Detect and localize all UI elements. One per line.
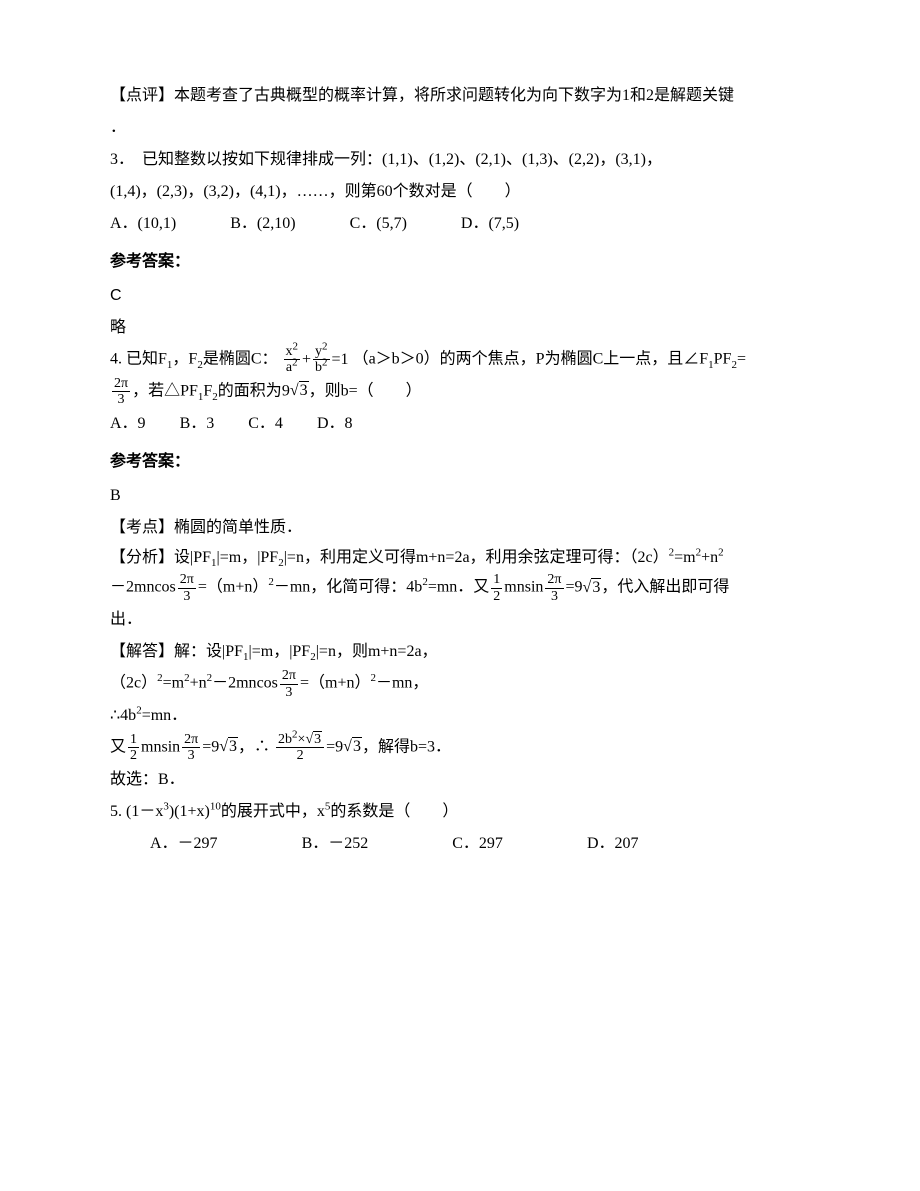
q3-optD: D．(7,5) (461, 208, 519, 240)
q4-optA: A．9 (110, 408, 146, 440)
ellipse-eq: x2a2+y2b2=1 (282, 351, 353, 368)
q4-jieda-4: 又12mnsin2π3=93，∴ 2b2×3 2 =93，解得b=3． (110, 732, 820, 764)
q3-intro: 已知整数以按如下规律排成一列： (142, 151, 382, 168)
final-frac: 2b2×3 2 (276, 732, 324, 764)
q4-jieda-3: ∴4b2=mn． (110, 700, 820, 732)
q5-optC: C．297 (452, 835, 503, 852)
q5-optB: B．－252 (302, 835, 369, 852)
q4-kaodian: 【考点】椭圆的简单性质． (110, 512, 820, 544)
q4-final: 故选：B． (110, 764, 820, 796)
q3-seq1: (1,1)、(1,2)、(2,1)、(1,3)、(2,2)，(3,1)， (382, 151, 662, 168)
q3-optB: B．(2,10) (230, 208, 295, 240)
q3-seq2: (1,4)，(2,3)，(3,2)，(4,1)，……， (110, 183, 345, 200)
q4-optD: D．8 (317, 408, 353, 440)
comment-text: 本题考查了古典概型的概率计算，将所求问题转化为向下数字为1和2是解题关键 (174, 87, 734, 104)
q5-line: 5. (1－x3)(1+x)10的展开式中，x5的系数是（ ） (110, 796, 820, 828)
q3-optC: C．(5,7) (350, 208, 407, 240)
q4-fenxi-1: 【分析】设|PF1|=m，|PF2|=n，利用定义可得m+n=2a，利用余弦定理… (110, 544, 820, 573)
q3-answer: C (110, 280, 820, 312)
q4-jieda-2: （2c）2=m2+n2－2mncos2π3=（m+n）2－mn， (110, 668, 820, 700)
q3-options: A．(10,1) B．(2,10) C．(5,7) D．(7,5) (110, 208, 820, 240)
q3-optA: A．(10,1) (110, 208, 176, 240)
q4-optC: C．4 (248, 408, 283, 440)
q3-num: 3． (110, 151, 134, 168)
q5-options: A．－297 B．－252 C．297 D．207 (110, 828, 820, 860)
q4-optB: B．3 (180, 408, 215, 440)
q3-line2: (1,4)，(2,3)，(3,2)，(4,1)，……，则第60个数对是（ ） (110, 176, 820, 208)
q4-options: A．9 B．3 C．4 D．8 (110, 408, 820, 440)
angle-frac: 2π3 (112, 376, 130, 408)
q4-answer-label: 参考答案： (110, 446, 820, 478)
q3-brief: 略 (110, 312, 820, 344)
q4-jieda-1: 【解答】解：设|PF1|=m，|PF2|=n，则m+n=2a， (110, 636, 820, 668)
q2-comment: 【点评】本题考查了古典概型的概率计算，将所求问题转化为向下数字为1和2是解题关键 (110, 80, 820, 112)
q5-optA: A．－297 (150, 835, 218, 852)
q4-line1: 4. 已知F1，F2是椭圆C： x2a2+y2b2=1 （a＞b＞0）的两个焦点… (110, 344, 820, 376)
q4-fenxi-2: －2mncos2π3=（m+n）2－mn，化简可得：4b2=mn．又12mnsi… (110, 572, 820, 604)
q3-line1: 3． 已知整数以按如下规律排成一列：(1,1)、(1,2)、(2,1)、(1,3… (110, 144, 820, 176)
q4-t1: 4. 已知F (110, 351, 167, 368)
q4-answer: B (110, 480, 820, 512)
q2-comment-stop: ． (110, 112, 820, 144)
q5-optD: D．207 (587, 835, 639, 852)
comment-label: 【点评】 (110, 87, 174, 104)
q3-tail: 则第60个数对是（ ） (345, 183, 521, 200)
q4-line2: 2π3，若△PF1F2的面积为93，则b=（ ） (110, 376, 820, 408)
q3-answer-label: 参考答案： (110, 246, 820, 278)
q4-fenxi-3: 出． (110, 604, 820, 636)
